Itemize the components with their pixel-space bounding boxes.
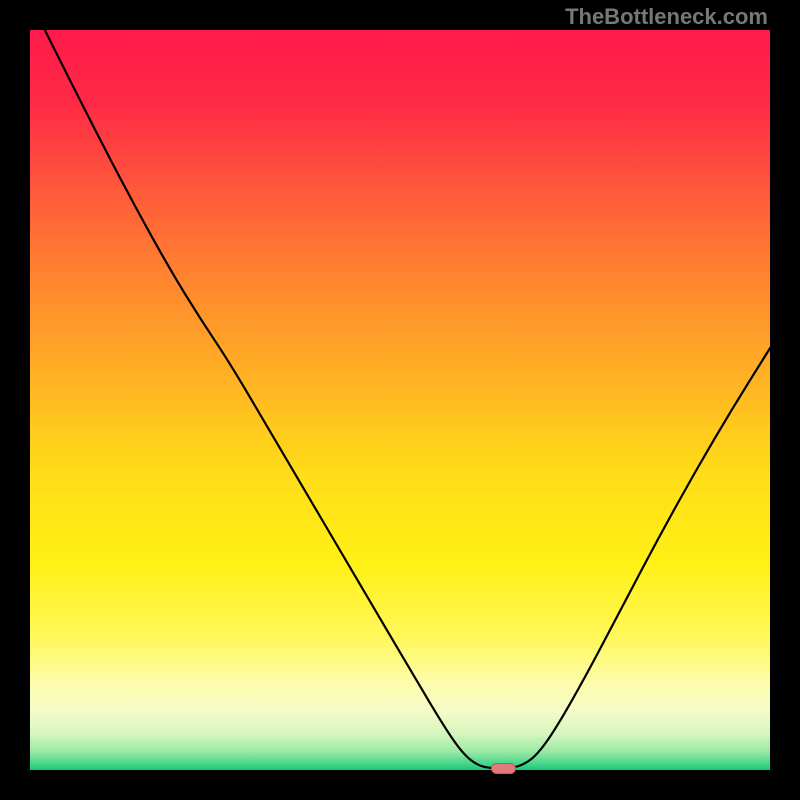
gradient-background (30, 30, 770, 770)
plot-area (30, 30, 770, 770)
optimal-marker (491, 763, 516, 775)
chart-container: TheBottleneck.com (0, 0, 800, 800)
watermark-text: TheBottleneck.com (565, 4, 768, 30)
